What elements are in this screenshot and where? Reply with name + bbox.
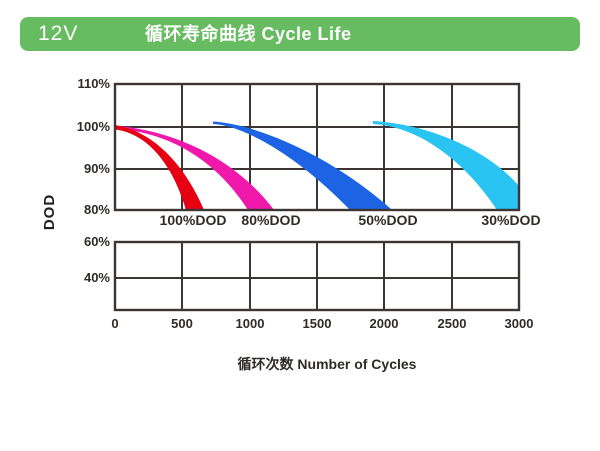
chart-title: 循环寿命曲线 Cycle Life	[145, 24, 352, 44]
lower-panel-border	[113, 240, 521, 312]
x-axis-title: 循环次数 Number of Cycles	[237, 356, 417, 372]
y-axis-title: DOD	[41, 193, 58, 231]
series-band-30dod	[373, 121, 519, 210]
series-band-50dod	[213, 121, 392, 210]
header-bar: 12V 循环寿命曲线 Cycle Life	[20, 17, 580, 51]
series-band-80dod	[115, 125, 274, 210]
upper-panel-border	[113, 82, 521, 212]
model-label: 12V	[38, 22, 79, 45]
series-band-100dod	[115, 125, 204, 210]
x-tick-500: 500	[171, 316, 193, 331]
x-tick-3000: 3000	[504, 316, 534, 331]
y-tick-110: 110%	[77, 76, 110, 91]
lower-grid	[115, 242, 519, 310]
y-tick-90: 90%	[83, 161, 110, 176]
x-tick-1500: 1500	[302, 316, 332, 331]
y-tick-100: 100%	[76, 119, 110, 134]
y-tick-60: 60%	[83, 234, 110, 249]
series-label-30dod: 30%DOD	[481, 212, 541, 228]
x-tick-2500: 2500	[437, 316, 467, 331]
x-tick-0: 0	[111, 316, 119, 331]
y-tick-80: 80%	[83, 202, 110, 217]
series-label-100dod: 100%DOD	[159, 212, 227, 228]
y-tick-40: 40%	[83, 270, 110, 285]
series-label-80dod: 80%DOD	[241, 212, 301, 228]
x-tick-2000: 2000	[369, 316, 399, 331]
series-label-50dod: 50%DOD	[358, 212, 418, 228]
x-tick-1000: 1000	[235, 316, 265, 331]
